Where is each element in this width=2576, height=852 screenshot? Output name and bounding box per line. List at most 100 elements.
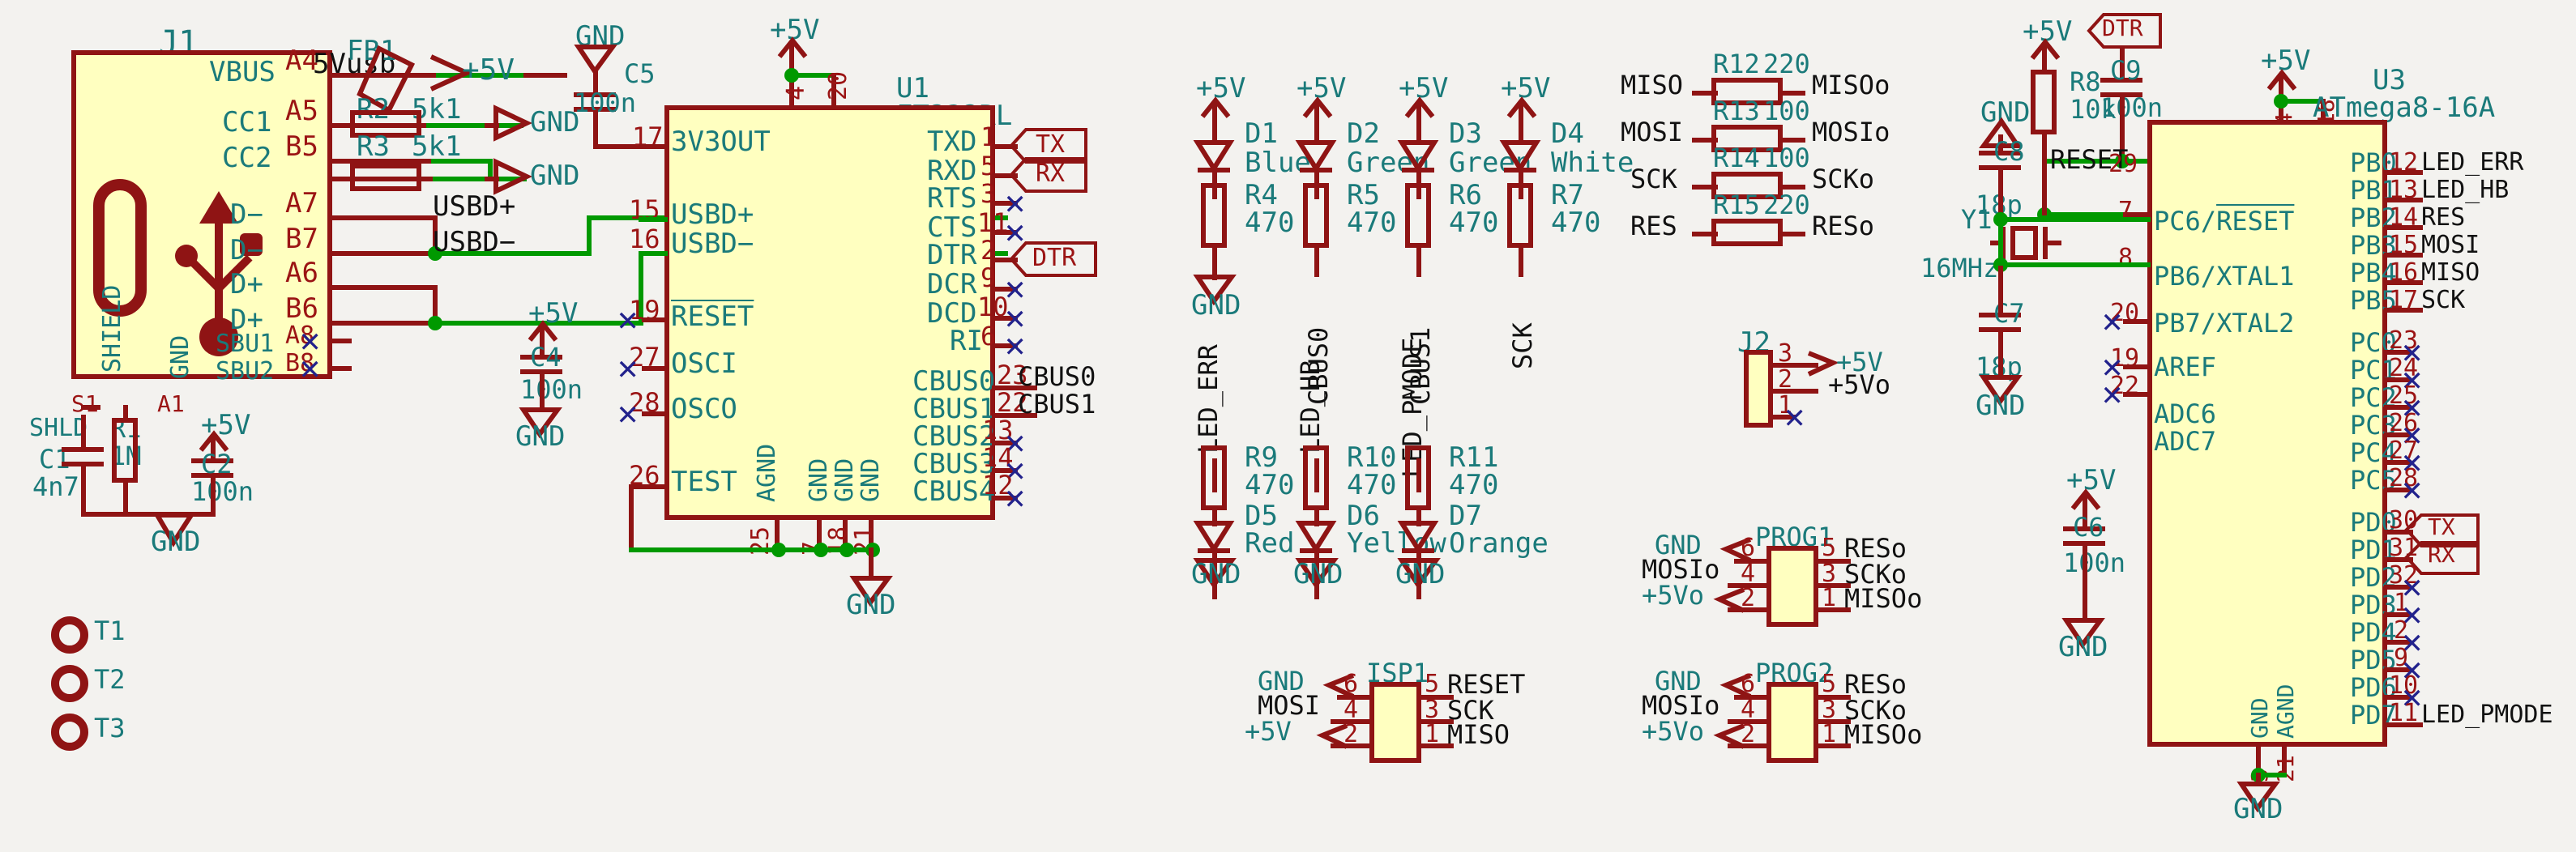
u1-pin-num-dtr: 2 [980, 235, 997, 266]
u1-pin-name-gnd2: GND [830, 458, 859, 502]
u3-pin-name-pc6-reset: PC6/RESET [2154, 206, 2295, 236]
testpoint-t3[interactable] [51, 714, 88, 751]
prog1-pin-num-1: 1 [1822, 583, 1837, 612]
u3-net-res: RES [2421, 202, 2466, 232]
u1-pin-name-rts: RTS [927, 183, 977, 215]
net-flag-dtr-right [2087, 13, 2162, 49]
r2-symbol [350, 110, 421, 138]
u1-pin-num-rts: 3 [980, 178, 997, 209]
prog2-right-net-misoo: MISOo [1844, 719, 1923, 750]
u3-pin-num-24: 24 [2389, 353, 2419, 382]
u3-pin-num-1b: 1 [2394, 588, 2409, 617]
r11-ref: R11 [1449, 442, 1499, 475]
nc-marker-u1-dcr: ✕ [1005, 269, 1026, 308]
u1-pin-name-cbus4: CBUS4 [912, 476, 996, 509]
y1-value: 16MHz [1920, 253, 1999, 283]
r14-ref: R14 [1713, 143, 1760, 173]
gnd-arrow-r3 [493, 158, 533, 195]
nc-marker-u1-osco: ✕ [617, 394, 639, 432]
gnd-arrow-left [152, 513, 196, 547]
d7-color: Orange [1449, 528, 1549, 560]
r5-ref: R5 [1347, 180, 1380, 212]
j1-pin-num-a7: A7 [285, 188, 318, 220]
prog2-pin-num-3: 3 [1822, 695, 1837, 724]
c4-gnd-label: GND [515, 421, 566, 454]
nc-marker-u3-pc4: ✕ [2402, 442, 2423, 481]
u1-pin-num-txd: 1 [980, 121, 997, 152]
d7-cathode-label: GND [1395, 559, 1446, 591]
power-arrow-d4 [1506, 96, 1537, 118]
r7-ref: R7 [1551, 180, 1584, 212]
u3-pin-name-pb6-xtal1: PB6/XTAL1 [2154, 261, 2295, 292]
gnd-arrow-c4 [519, 407, 562, 439]
u1-pin-name-ri: RI [950, 326, 983, 358]
c9-plate-bottom [2100, 92, 2142, 97]
t1-ref: T1 [94, 616, 126, 646]
u3-net-miso: MISO [2421, 258, 2480, 287]
j1-pin-num-b6: B6 [285, 293, 318, 326]
u3-gnd-label: GND [2233, 794, 2283, 826]
d3-power-label: +5V [1399, 73, 1449, 105]
j1-pin-name-sbu1: SBU1 [216, 329, 275, 358]
u3-pin-num-30: 30 [2389, 505, 2419, 535]
y1-ref: Y1 [1961, 204, 1993, 235]
j1-pin-name-dm2: D− [230, 235, 263, 267]
u1-pin-name-osco: OSCO [671, 394, 737, 426]
c8-plate-bottom [1979, 165, 2021, 170]
d6-ref: D6 [1347, 501, 1380, 533]
c4-plate-bottom [520, 369, 562, 374]
c6-power-label: +5V [2066, 465, 2117, 497]
prog1-pin-num-5: 5 [1822, 533, 1837, 562]
net-flag-rx [1009, 157, 1087, 193]
u1-pin-name-gnd1: GND [804, 458, 833, 502]
c7-plate-top [1979, 313, 2021, 317]
r10-ref: R10 [1347, 442, 1397, 475]
u1-net-cbus1: CBUS1 [1018, 389, 1096, 420]
r5-symbol [1303, 183, 1329, 248]
u1-pin-num-cbus4: 12 [982, 470, 1014, 501]
r8-symbol [2031, 70, 2057, 134]
nc-marker-sbu2: ✕ [300, 348, 321, 387]
u1-pin-num-cbus3: 14 [982, 442, 1014, 473]
u3-pin-num-2b: 2 [2394, 616, 2409, 645]
u1-pin-name-dcd: DCD [927, 298, 977, 330]
c8-ref: C8 [1993, 136, 2025, 167]
power-arrow-prog1 [1713, 587, 1745, 613]
r7-value: 470 [1551, 207, 1601, 240]
d2-power-label: +5V [1297, 73, 1347, 105]
r4-ref: R4 [1245, 180, 1278, 212]
u1-pin-name-osci: OSCI [671, 348, 737, 381]
u1-pin-name-cbus3: CBUS3 [912, 449, 996, 481]
j2-pin-num-2: 2 [1778, 364, 1793, 394]
gnd-arrow-d6 [1295, 558, 1339, 590]
nc-marker-u1-osci: ✕ [617, 348, 639, 387]
power-arrow-u3 [2266, 69, 2297, 91]
d5-ref: D5 [1245, 501, 1278, 533]
c9-net-dtr: DTR [2102, 16, 2143, 42]
prog2-pin-num-5: 5 [1822, 669, 1837, 698]
testpoint-t2[interactable] [51, 665, 88, 702]
c7-plate-bottom [1979, 327, 2021, 332]
r15-right-net: RESo [1812, 211, 1875, 241]
u3-pin-num-29: 29 [2108, 149, 2138, 178]
r10-value: 470 [1347, 470, 1397, 502]
prog1-right-net-misoo: MISOo [1844, 583, 1923, 614]
isp1-left-net-mosi: MOSI [1258, 690, 1321, 721]
r12-right-net: MISOo [1812, 70, 1890, 100]
prog1-pin-num-2: 2 [1741, 583, 1756, 612]
nc-marker-u3-aref: ✕ [2102, 301, 2123, 340]
j1-pin-num-a8: A8 [285, 321, 315, 350]
d1-power-label: +5V [1196, 73, 1246, 105]
c5-plate-bottom [574, 107, 616, 112]
d1-ref: D1 [1245, 118, 1278, 151]
u1-body [664, 105, 995, 520]
c1-value: 4n7 [32, 471, 79, 502]
gnd-arrow-u3 [2236, 782, 2280, 813]
r6-ref: R6 [1449, 180, 1482, 212]
power-label-5v-fb1: +5V [462, 53, 515, 87]
r5-value: 470 [1347, 207, 1397, 240]
testpoint-t1[interactable] [51, 616, 88, 654]
nc-marker-u3-pc3: ✕ [2402, 415, 2423, 454]
c4-ref: C4 [530, 342, 562, 373]
u1-pin-num-cbus2: 13 [982, 415, 1014, 445]
